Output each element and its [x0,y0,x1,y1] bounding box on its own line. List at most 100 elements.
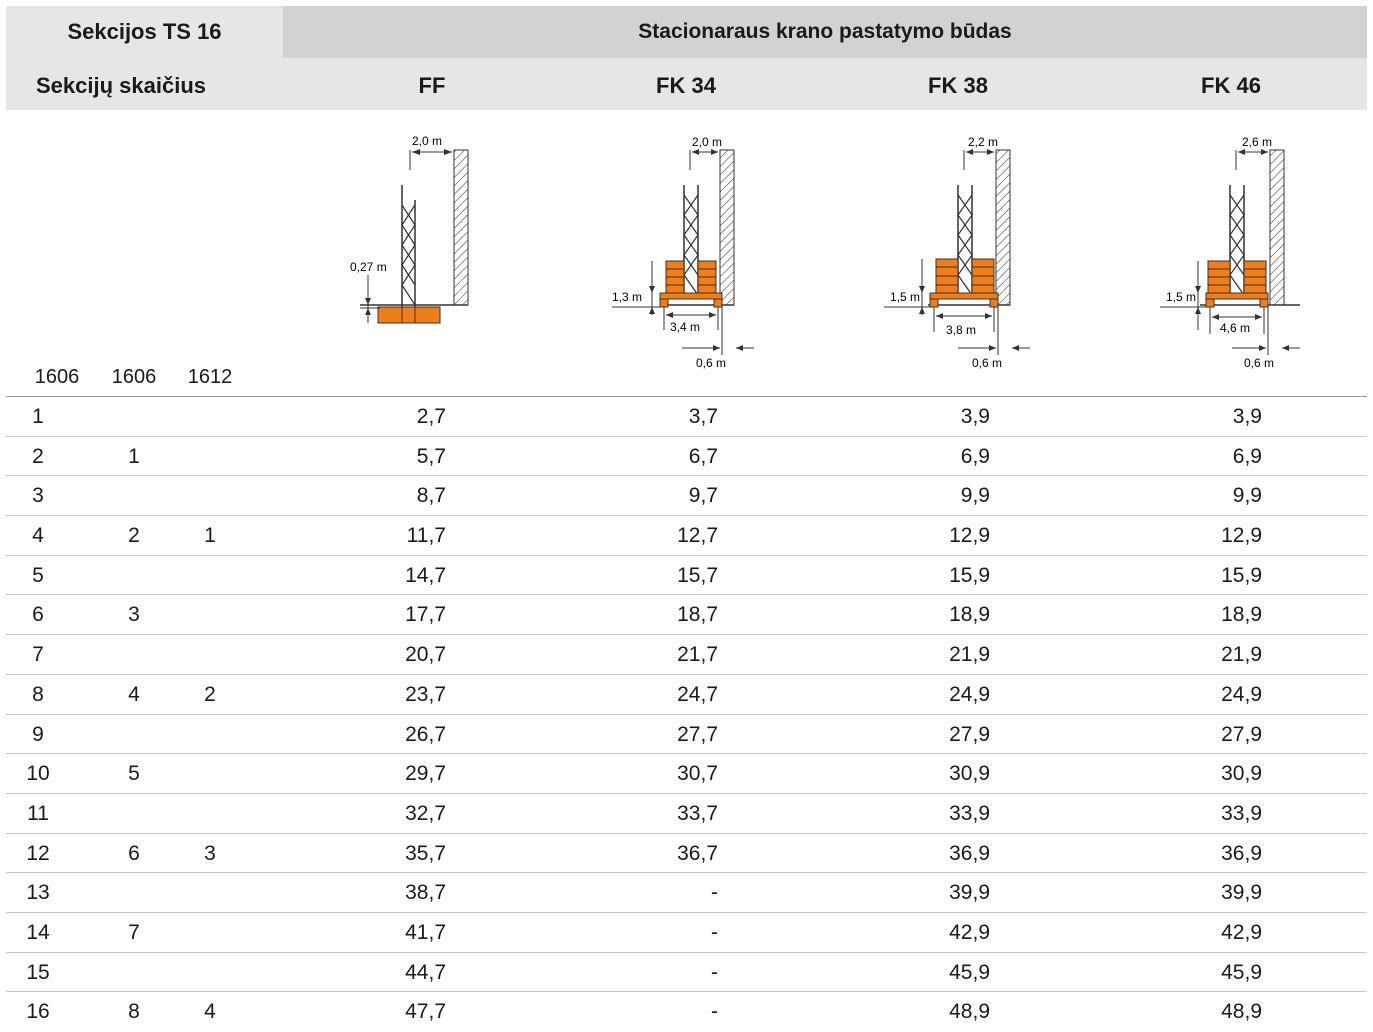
fk34-height-cell: 36,7 [677,841,718,865]
fk46-height-cell: 21,9 [1221,643,1262,667]
fk34-height-cell: 30,7 [677,762,718,786]
count-1606b-cell: 6 [128,841,140,865]
table-row: 8 4 2 23,7 24,7 24,9 24,9 [6,675,1367,715]
sections-header: Sekcijos TS 16 [6,6,283,58]
table-row: 2 1 5,7 6,7 6,9 6,9 [6,437,1367,477]
fk34-height-cell: 15,7 [677,563,718,587]
count-1612-cell: 1 [204,524,216,548]
count-1612-cell: 2 [204,682,216,706]
fk34-height-cell: - [711,920,718,944]
count-1606-cell: 13 [26,881,50,905]
ff-height-cell: 44,7 [405,960,446,984]
diagram-ff: 2,0 m 0,27 m [340,130,490,335]
fk34-height-cell: 18,7 [677,603,718,627]
fk46-top-dimension: 2,6 m [1242,135,1272,149]
fk38-offset-dimension: 0,6 m [972,356,1002,370]
table-row: 16 8 4 47,7 - 48,9 48,9 [6,992,1367,1031]
fk46-height-cell: 48,9 [1221,1000,1262,1024]
fk46-height-cell: 15,9 [1221,563,1262,587]
table-row: 4 2 1 11,7 12,7 12,9 12,9 [6,516,1367,556]
installation-method-header: Stacionaraus krano pastatymo būdas [283,6,1367,58]
ff-side-dimension: 0,27 m [350,260,387,274]
count-1606b-cell: 4 [128,682,140,706]
fk38-height-cell: 15,9 [949,563,990,587]
fk46-height-cell: 6,9 [1232,444,1262,468]
table-row: 10 5 29,7 30,7 30,9 30,9 [6,754,1367,794]
fk38-height-cell: 21,9 [949,643,990,667]
table-header-top: Sekcijos TS 16 Stacionaraus krano pastat… [6,6,1367,58]
count-1606-cell: 15 [26,960,50,984]
count-1606b-cell: 3 [128,603,140,627]
fk46-side-dimension: 1,5 m [1166,290,1196,304]
column-header-fk38: FK 38 [928,73,988,98]
fk34-top-dimension: 2,0 m [692,135,722,149]
count-1606-cell: 7 [32,643,44,667]
ff-height-cell: 2,7 [416,405,446,428]
fk46-height-cell: 18,9 [1221,603,1262,627]
fk34-height-cell: - [711,881,718,905]
ff-height-cell: 35,7 [405,841,446,865]
count-1606b-cell: 1 [128,444,140,468]
table-row: 13 38,7 - 39,9 39,9 [6,873,1367,913]
fk38-height-cell: 36,9 [949,841,990,865]
fk46-offset-dimension: 0,6 m [1244,356,1274,370]
fk34-offset-dimension: 0,6 m [696,356,726,370]
ff-height-cell: 5,7 [416,444,446,468]
fk38-width-dimension: 3,8 m [946,323,976,337]
fk38-height-cell: 3,9 [960,405,990,428]
section-count-header: Sekcijų skaičius [36,73,206,98]
fk46-height-cell: 36,9 [1221,841,1262,865]
fk38-height-cell: 39,9 [949,881,990,905]
ff-height-cell: 29,7 [405,762,446,786]
fk38-height-cell: 48,9 [949,1000,990,1024]
column-header-fk46: FK 46 [1201,73,1261,98]
table-row: 12 6 3 35,7 36,7 36,9 36,9 [6,834,1367,874]
fk38-height-cell: 24,9 [949,682,990,706]
fk34-height-cell: 6,7 [688,444,718,468]
fk38-height-cell: 45,9 [949,960,990,984]
section-type-label: 1606 [111,366,157,388]
diagram-fk38: 2,2 m 1,5 m 3,8 m 0,6 m [884,130,1034,375]
table-row: 5 14,7 15,7 15,9 15,9 [6,556,1367,596]
fk34-height-cell: 12,7 [677,524,718,548]
fk34-height-cell: 3,7 [688,405,718,428]
fk46-height-cell: 30,9 [1221,762,1262,786]
fk34-height-cell: 21,7 [677,643,718,667]
count-1606-cell: 1 [32,405,44,428]
column-header-ff: FF [418,73,446,98]
fk34-height-cell: - [711,1000,718,1024]
count-1606-cell: 14 [26,920,50,944]
fk38-height-cell: 42,9 [949,920,990,944]
count-1606-cell: 3 [32,484,44,508]
fk38-top-dimension: 2,2 m [968,135,998,149]
count-1606b-cell: 5 [128,762,140,786]
fk46-height-cell: 9,9 [1232,484,1262,508]
fk34-height-cell: 27,7 [677,722,718,746]
fk38-height-cell: 6,9 [960,444,990,468]
fk38-height-cell: 12,9 [949,524,990,548]
column-header-fk34: FK 34 [656,73,716,98]
table-header-columns: Sekcijų skaičius FF FK 34 FK 38 FK 46 [6,58,1367,110]
ff-height-cell: 17,7 [405,603,446,627]
ff-height-cell: 26,7 [405,722,446,746]
count-1606-cell: 8 [32,682,44,706]
count-1606-cell: 5 [32,563,44,587]
table-row: 15 44,7 - 45,9 45,9 [6,953,1367,993]
table-row: 11 32,7 33,7 33,9 33,9 [6,794,1367,834]
ff-height-cell: 38,7 [405,881,446,905]
table-row: 3 8,7 9,7 9,9 9,9 [6,476,1367,517]
count-1606-cell: 6 [32,603,44,627]
fk34-height-cell: 33,7 [677,801,718,825]
fk34-height-cell: - [711,960,718,984]
fk46-width-dimension: 4,6 m [1220,321,1250,335]
table-row: 1 2,7 3,7 3,9 3,9 [6,397,1367,437]
count-1606b-cell: 7 [128,920,140,944]
fk46-height-cell: 24,9 [1221,682,1262,706]
fk38-height-cell: 18,9 [949,603,990,627]
fk46-height-cell: 3,9 [1232,405,1262,428]
fk38-height-cell: 33,9 [949,801,990,825]
fk34-side-dimension: 1,3 m [612,290,642,304]
ff-height-cell: 20,7 [405,643,446,667]
fk38-height-cell: 27,9 [949,722,990,746]
count-1606-cell: 4 [32,524,44,548]
